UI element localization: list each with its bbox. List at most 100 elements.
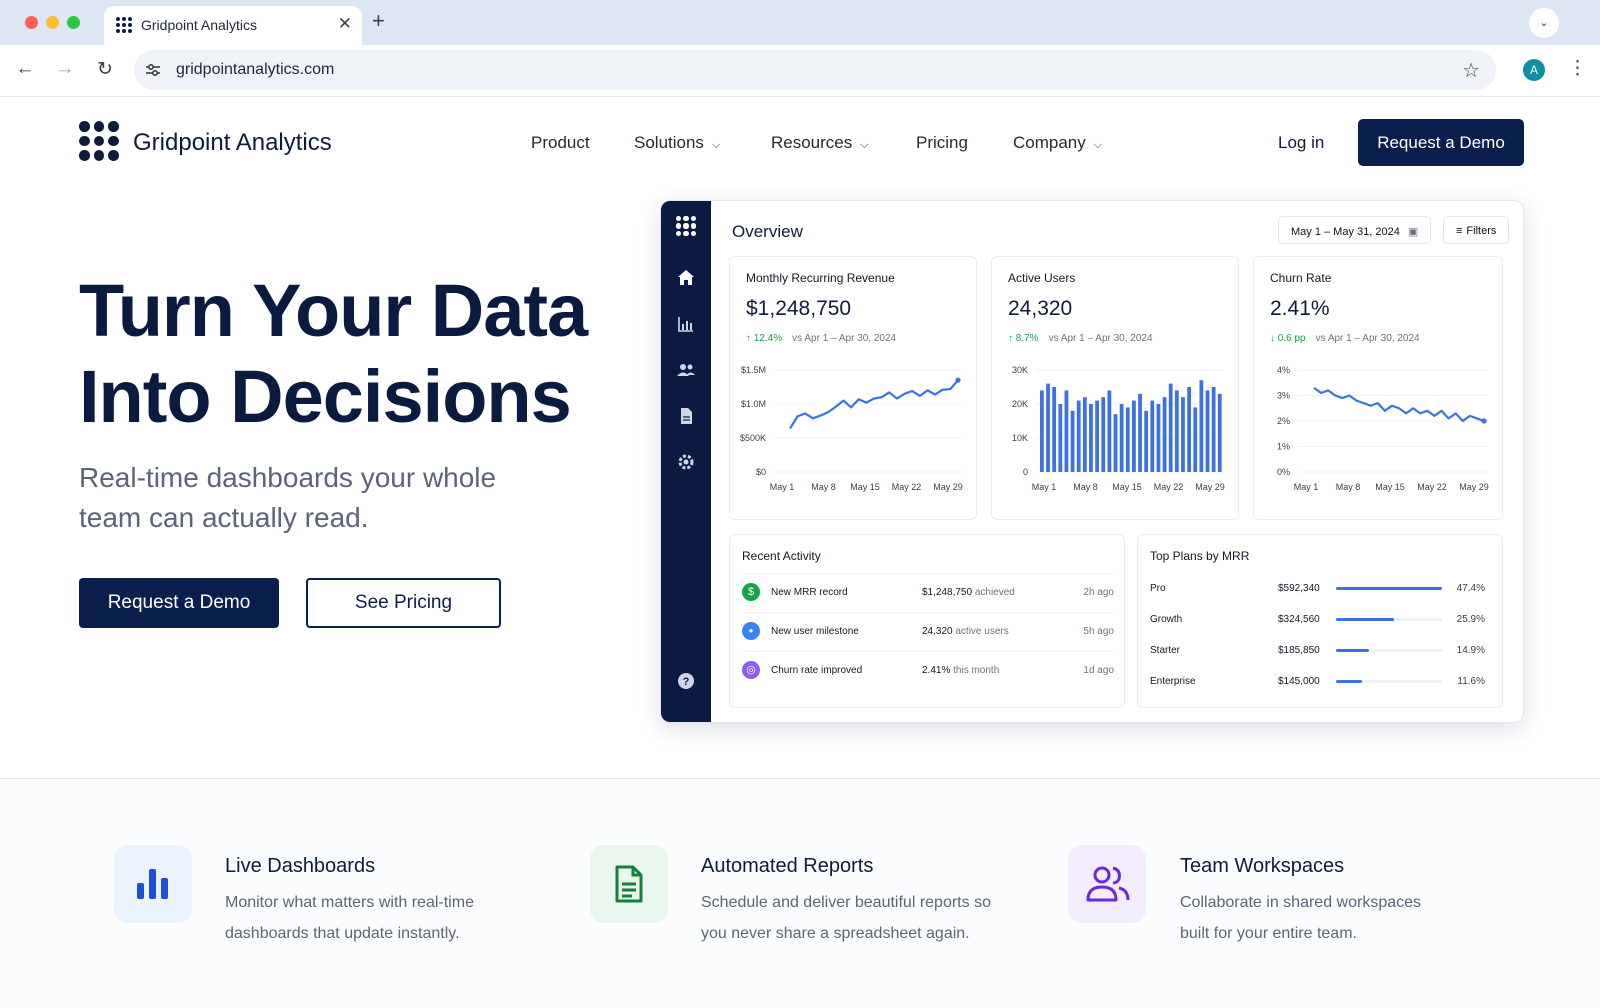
browser-menu-icon[interactable]: ⋮ <box>1568 58 1587 79</box>
feature-title: Team Workspaces <box>1180 855 1345 877</box>
section-divider <box>0 778 1600 779</box>
plan-value: $185,850 <box>1278 645 1320 656</box>
date-range-picker[interactable]: May 1 – May 31, 2024 ▣ <box>1278 216 1431 244</box>
activity-suffix: this month <box>950 665 1000 676</box>
feature-live-dashboards-icon-tile <box>114 845 192 923</box>
filters-button[interactable]: ≡ Filters <box>1443 216 1509 244</box>
data-bar <box>1040 390 1044 472</box>
feature-team-workspaces-icon-tile <box>1068 845 1146 923</box>
top-plans-panel: Top Plans by MRR Pro $592,340 47.4% Grow… <box>1137 534 1503 708</box>
plan-value: $145,000 <box>1278 676 1320 687</box>
login-link[interactable]: Log in <box>1278 133 1325 152</box>
plan-percent: 14.9% <box>1456 645 1485 656</box>
plan-name: Pro <box>1150 583 1166 594</box>
close-window-button[interactable] <box>25 16 38 29</box>
hero-subtitle: Real-time dashboards your whole team can… <box>79 462 497 533</box>
analytics-icon[interactable] <box>675 313 697 335</box>
data-bar <box>1150 400 1155 472</box>
plan-row[interactable]: Growth $324,560 25.9% <box>1150 608 1485 639</box>
favicon-icon <box>116 17 132 33</box>
nav-company[interactable]: Company ⌵ <box>1013 133 1102 153</box>
activity-row[interactable]: $ New MRR record $1,248,750 achieved 2h … <box>742 573 1114 611</box>
activity-row[interactable]: ● New user milestone 24,320 active users… <box>742 612 1114 650</box>
settings-gear-icon[interactable] <box>675 451 697 473</box>
data-bar <box>1113 414 1118 472</box>
address-bar[interactable]: gridpointanalytics.com ☆ <box>134 50 1496 90</box>
users-icon[interactable] <box>675 359 697 381</box>
kpi-delta-value: ↓ 0.6 pp <box>1270 333 1306 344</box>
data-bar <box>1095 400 1100 472</box>
minimize-window-button[interactable] <box>46 16 59 29</box>
back-arrow-icon[interactable]: ← <box>15 58 35 79</box>
forward-arrow-icon[interactable]: → <box>55 58 75 79</box>
kpi-title: Monthly Recurring Revenue <box>746 271 895 285</box>
nav-product[interactable]: Product <box>531 133 590 153</box>
see-pricing-button[interactable]: See Pricing <box>306 578 501 628</box>
x-tick-label: May 15 <box>850 482 880 492</box>
nav-request-demo-button[interactable]: Request a Demo <box>1358 119 1524 166</box>
home-icon[interactable] <box>675 267 697 289</box>
plan-row[interactable]: Enterprise $145,000 11.6% <box>1150 670 1485 701</box>
nav-pricing[interactable]: Pricing <box>916 133 968 153</box>
chevron-down-icon: ⌵ <box>711 139 721 151</box>
new-tab-button[interactable]: + <box>372 8 385 33</box>
data-bar <box>1205 390 1210 472</box>
help-icon[interactable]: ? <box>675 670 697 692</box>
reload-icon[interactable]: ↻ <box>97 59 113 80</box>
brand-logo-icon[interactable] <box>79 121 119 161</box>
url-text[interactable]: gridpointanalytics.com <box>176 61 335 78</box>
data-bar <box>1125 407 1130 472</box>
y-tick-label: 10K <box>1012 433 1028 443</box>
plan-row[interactable]: Starter $185,850 14.9% <box>1150 639 1485 670</box>
kpi-delta: ↓ 0.6 pp vs Apr 1 – Apr 30, 2024 <box>1270 333 1420 344</box>
y-tick-label: 2% <box>1277 416 1290 426</box>
kpi-card-mrr[interactable]: Monthly Recurring Revenue $1,248,750 ↑ 1… <box>729 256 977 520</box>
y-tick-label: 0% <box>1277 467 1290 477</box>
data-bar <box>1064 390 1069 472</box>
user-icon: ● <box>742 622 760 640</box>
hero-title-line2: Into Decisions <box>79 355 572 438</box>
activity-row[interactable]: ◎ Churn rate improved 2.41% this month 1… <box>742 651 1114 689</box>
data-bar <box>1211 387 1216 472</box>
nav-solutions[interactable]: Solutions ⌵ <box>634 133 720 153</box>
kpi-card-churn[interactable]: Churn Rate 2.41% ↓ 0.6 pp vs Apr 1 – Apr … <box>1253 256 1503 520</box>
profile-avatar[interactable]: A <box>1523 59 1545 81</box>
kpi-delta: ↑ 12.4% vs Apr 1 – Apr 30, 2024 <box>746 333 896 344</box>
plan-bar-fill <box>1336 680 1362 683</box>
kpi-card-active-users[interactable]: Active Users 24,320 ↑ 8.7% vs Apr 1 – Apr… <box>991 256 1239 520</box>
data-bar <box>1089 404 1093 472</box>
y-tick-label: 4% <box>1277 365 1290 375</box>
site-settings-icon[interactable] <box>145 63 161 77</box>
hero-request-demo-button[interactable]: Request a Demo <box>79 578 279 628</box>
bookmark-star-icon[interactable]: ☆ <box>1462 60 1480 82</box>
filter-icon: ≡ <box>1456 225 1463 237</box>
brand-name[interactable]: Gridpoint Analytics <box>133 129 332 156</box>
x-tick-label: May 8 <box>1073 482 1098 492</box>
kpi-value: $1,248,750 <box>746 297 852 320</box>
y-tick-label: 0 <box>1023 467 1028 477</box>
kpi-compare: vs Apr 1 – Apr 30, 2024 <box>1315 333 1420 344</box>
x-tick-label: May 29 <box>1195 482 1225 492</box>
tab-close-icon[interactable]: ✕ <box>337 14 352 33</box>
plan-percent: 11.6% <box>1457 676 1485 687</box>
x-tick-label: May 22 <box>892 482 922 492</box>
plan-row[interactable]: Pro $592,340 47.4% <box>1150 577 1485 608</box>
top-plans-title: Top Plans by MRR <box>1150 549 1250 563</box>
browser-tab[interactable]: Gridpoint Analytics ✕ <box>104 6 362 45</box>
activity-suffix: active users <box>952 626 1009 637</box>
x-tick-label: May 1 <box>1032 482 1057 492</box>
data-bar <box>1052 387 1057 472</box>
activity-label: Churn rate improved <box>771 665 863 676</box>
maximize-window-button[interactable] <box>67 16 80 29</box>
x-tick-label: May 29 <box>933 482 963 492</box>
nav-resources[interactable]: Resources ⌵ <box>771 133 869 153</box>
plan-bar-fill <box>1336 618 1394 621</box>
bar-chart-icon <box>137 869 168 899</box>
tab-search-chevron-icon[interactable]: ⌄ <box>1529 8 1559 38</box>
document-icon[interactable] <box>675 405 697 427</box>
y-tick-label: $500K <box>740 433 766 443</box>
activity-label: New MRR record <box>771 587 848 598</box>
feature-title: Live Dashboards <box>225 855 376 877</box>
kpi-delta-value: ↑ 8.7% <box>1008 333 1039 344</box>
data-bar <box>1070 410 1075 472</box>
